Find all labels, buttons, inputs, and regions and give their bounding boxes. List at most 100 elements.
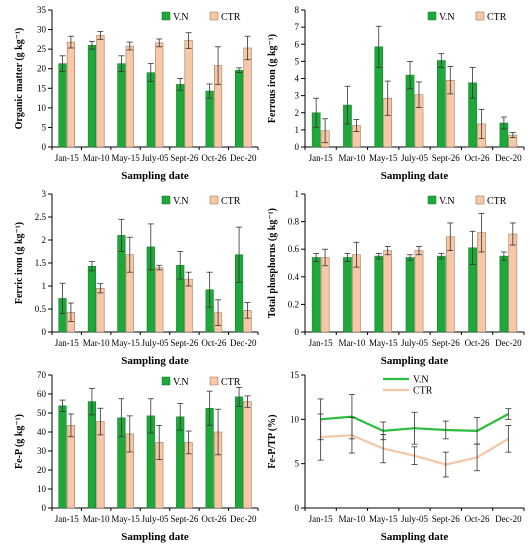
y-tick-label: 25 [37, 44, 47, 54]
legend-swatch-vn [427, 11, 437, 21]
legend-label-ctr: CTR [221, 196, 241, 207]
y-tick-label: 0.6 [288, 244, 300, 254]
y-tick-label: 40 [37, 427, 47, 437]
bar-vn-2 [87, 44, 97, 148]
x-axis-title: Sampling date [381, 355, 449, 367]
x-axis-title: Sampling date [381, 170, 449, 182]
bar-vn-7 [499, 255, 509, 333]
y-tick-label: 5 [42, 122, 47, 132]
x-axis-title: Sampling date [381, 531, 449, 543]
bar-ctr-1 [66, 41, 75, 148]
y-tick-label: 5 [295, 459, 300, 469]
y-tick-label: 2.5 [35, 212, 47, 222]
y-axis-title: Ferric iron (g kg⁻¹) [14, 222, 25, 304]
bar-ctr-3 [383, 250, 393, 333]
bar-ctr-5 [445, 236, 455, 333]
legend-swatch-vn [161, 195, 171, 205]
x-tick-label: Mar-10 [339, 338, 366, 348]
x-tick-label: Mar-10 [339, 514, 366, 524]
chart-panel-5: 0 10 20 30 40 50 60 70 Jan-15 Mar-10 May-15 July-05… [14, 370, 259, 543]
y-tick-label: 2 [42, 235, 47, 245]
bar-ctr-2 [96, 288, 105, 333]
bar-vn-5 [436, 60, 446, 148]
y-tick-label: 0 [42, 142, 47, 152]
y-tick-label: 10 [37, 103, 47, 113]
y-tick-label: 20 [37, 465, 47, 475]
legend-swatch-vn [161, 11, 171, 21]
y-axis-title: Total phosphorus (g kg⁻¹) [267, 208, 278, 318]
y-axis-title: Fe-P (g kg⁻¹) [14, 414, 25, 469]
bar-vn-3 [117, 63, 126, 148]
y-tick-label: 0 [295, 327, 300, 337]
y-tick-label: 60 [37, 389, 47, 399]
bar-ctr-7 [243, 47, 252, 148]
bar-ctr-4 [414, 250, 424, 333]
y-tick-label: 1 [295, 189, 300, 199]
y-tick-label: 5 [295, 56, 300, 66]
y-tick-label: 0.8 [288, 217, 300, 227]
chart-panel-2: 0 1 2 3 4 5 6 7 8 Jan-15 Mar-10 May-15 July-05 Sept-2… [267, 5, 525, 182]
bar-ctr-5 [184, 40, 193, 148]
y-tick-label: 2 [295, 108, 300, 118]
x-tick-label: July-05 [142, 153, 170, 163]
x-axis-title: Sampling date [121, 355, 189, 367]
x-axis-title: Sampling date [121, 170, 189, 182]
legend-label-vn: V.N [173, 196, 189, 207]
x-tick-label: Jan-15 [309, 153, 333, 163]
x-tick-label: Sept-26 [432, 514, 460, 524]
y-axis-title: Ferrous iron (g kg⁻¹) [267, 34, 278, 123]
bar-vn-4 [405, 257, 415, 333]
x-tick-label: Oct-26 [465, 514, 490, 524]
y-tick-label: 0 [42, 503, 47, 513]
y-tick-label: 0.5 [35, 304, 47, 314]
bar-vn-6 [205, 90, 214, 148]
x-tick-label: Sept-26 [170, 338, 198, 348]
y-tick-label: 0 [295, 503, 300, 513]
bar-ctr-2 [96, 35, 105, 148]
bar-ctr-7 [508, 233, 518, 333]
x-tick-label: Oct-26 [201, 153, 226, 163]
x-tick-label: May-15 [111, 153, 140, 163]
legend-label-vn: V.N [439, 12, 455, 23]
bar-ctr-4 [155, 42, 164, 148]
bar-vn-4 [146, 72, 155, 148]
chart-panel-3: 0 0.5 1 1.5 2 2.5 3 Jan-15 Mar-10 May-15 July-05 Se… [14, 189, 259, 367]
x-tick-label: Oct-26 [201, 338, 226, 348]
y-tick-label: 35 [37, 5, 47, 15]
y-tick-label: 0 [42, 327, 47, 337]
legend-label-ctr: CTR [221, 377, 241, 388]
x-tick-label: Dec-20 [230, 338, 257, 348]
legend-swatch-ctr [209, 11, 219, 21]
legend-swatch-vn [427, 195, 437, 205]
x-tick-label: Sept-26 [432, 153, 460, 163]
x-tick-label: Mar-10 [83, 153, 110, 163]
bar-ctr-1 [66, 425, 75, 509]
bar-vn-1 [58, 405, 67, 509]
x-tick-label: Sept-26 [170, 514, 198, 524]
x-axis-title: Sampling date [121, 531, 189, 543]
legend-label-vn: V.N [173, 12, 189, 23]
bar-vn-1 [58, 63, 67, 148]
legend-label-vn: V.N [439, 196, 455, 207]
legend-label-vn: V.N [173, 377, 189, 388]
x-tick-label: Oct-26 [465, 338, 490, 348]
y-axis-title: Fe-P/TP (%) [267, 414, 278, 468]
y-tick-label: 1 [295, 125, 300, 135]
y-tick-label: 4 [295, 74, 300, 84]
legend-label-ctr: CTR [221, 12, 241, 23]
y-tick-label: 8 [295, 5, 300, 15]
bar-vn-2 [87, 401, 97, 509]
bar-ctr-4 [155, 267, 164, 333]
y-tick-label: 3 [42, 189, 47, 199]
bar-vn-5 [176, 84, 185, 148]
bar-vn-7 [235, 70, 244, 148]
y-tick-label: 0.4 [288, 272, 300, 282]
x-tick-label: May-15 [111, 514, 140, 524]
x-tick-label: Jan-15 [309, 338, 333, 348]
x-tick-label: July-05 [142, 514, 170, 524]
legend-label-ctr: CTR [487, 196, 507, 207]
y-tick-label: 1.5 [35, 258, 47, 268]
y-tick-label: 6 [295, 39, 300, 49]
